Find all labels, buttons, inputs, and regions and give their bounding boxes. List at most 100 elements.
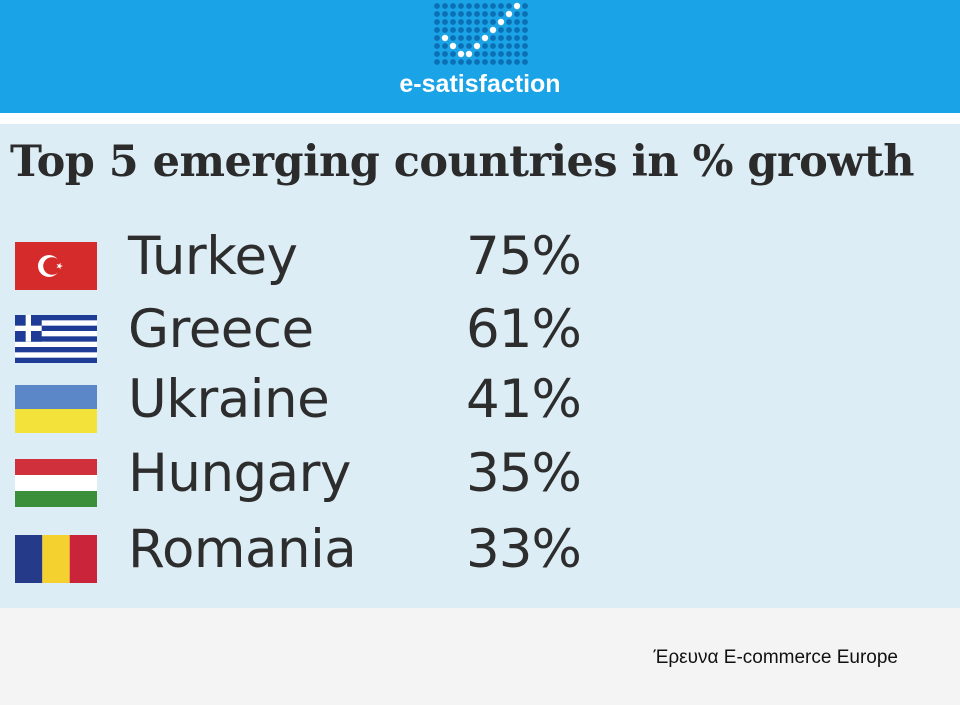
logo-dot — [474, 59, 480, 65]
logo-dot — [458, 43, 464, 49]
logo-dot — [490, 19, 496, 25]
hungary-flag-icon — [15, 459, 97, 507]
logo-dot — [506, 59, 512, 65]
logo-check-dot — [465, 50, 473, 58]
logo-dot — [482, 19, 488, 25]
logo-dot — [474, 35, 480, 41]
logo-dot — [498, 43, 504, 49]
logo-dot — [442, 51, 448, 57]
ukraine-flag-icon — [15, 385, 97, 433]
logo-dot — [442, 11, 448, 17]
logo-dot — [434, 3, 440, 9]
logo-dot — [498, 51, 504, 57]
country-name: Greece — [128, 299, 314, 360]
logo-dot — [514, 27, 520, 33]
logo-dot — [442, 59, 448, 65]
logo-dot — [506, 43, 512, 49]
logo-dot — [458, 3, 464, 9]
country-name: Ukraine — [128, 369, 330, 430]
logo-dot — [458, 35, 464, 41]
logo-dot — [450, 59, 456, 65]
logo-dot — [466, 35, 472, 41]
logo-dot — [442, 19, 448, 25]
turkey-flag-icon — [15, 242, 97, 290]
logo-dot — [490, 51, 496, 57]
dotted-checkmark-icon — [434, 2, 528, 65]
logo-dot — [482, 11, 488, 17]
header-bar: e-satisfaction — [0, 0, 960, 113]
list-item-greece: Greece 61% — [0, 299, 960, 385]
growth-value: 61% — [466, 299, 582, 360]
logo-dot — [474, 51, 480, 57]
list-item-ukraine: Ukraine 41% — [0, 369, 960, 455]
logo-dot — [498, 27, 504, 33]
logo-dot — [514, 35, 520, 41]
footer-caption: Έρευνα E-commerce Europe — [653, 647, 898, 668]
logo-dot — [450, 3, 456, 9]
logo-dot — [514, 51, 520, 57]
logo-dot — [522, 11, 528, 17]
logo-dot — [458, 27, 464, 33]
logo-check-dot — [449, 42, 457, 50]
logo-dot — [506, 19, 512, 25]
growth-value: 75% — [466, 226, 582, 287]
logo-dot — [466, 59, 472, 65]
logo-text: e-satisfaction — [399, 70, 561, 98]
logo-dot — [442, 27, 448, 33]
logo-dot — [490, 43, 496, 49]
logo-dot — [474, 3, 480, 9]
logo-dot — [498, 11, 504, 17]
logo-dot — [466, 27, 472, 33]
logo-dot — [434, 43, 440, 49]
logo-dot — [482, 59, 488, 65]
logo-dot — [498, 35, 504, 41]
romania-flag-icon — [15, 535, 97, 583]
logo-dot — [498, 3, 504, 9]
logo-dot — [498, 59, 504, 65]
growth-value: 33% — [466, 519, 582, 580]
logo-dot — [506, 3, 512, 9]
logo-dot — [514, 43, 520, 49]
list-item-hungary: Hungary 35% — [0, 443, 960, 529]
logo-dot — [450, 51, 456, 57]
logo-dot — [474, 11, 480, 17]
logo-check-dot — [481, 34, 489, 42]
logo-dot — [514, 11, 520, 17]
logo-dot — [458, 11, 464, 17]
logo-dot — [514, 19, 520, 25]
logo-dot — [442, 3, 448, 9]
logo-dot — [506, 27, 512, 33]
page-title: Top 5 emerging countries in % growth — [10, 137, 914, 187]
logo-dot — [490, 3, 496, 9]
logo-check-dot — [497, 18, 505, 26]
logo-dot — [522, 59, 528, 65]
logo-dot — [506, 51, 512, 57]
logo-dot — [450, 27, 456, 33]
growth-value: 41% — [466, 369, 582, 430]
logo-dot — [458, 19, 464, 25]
logo-dot — [482, 43, 488, 49]
logo-dot — [450, 11, 456, 17]
logo-dot — [434, 19, 440, 25]
country-name: Turkey — [128, 226, 298, 287]
logo-dot — [522, 27, 528, 33]
logo-dot — [522, 51, 528, 57]
logo-dot — [522, 35, 528, 41]
logo-dot — [490, 11, 496, 17]
logo-dot — [434, 27, 440, 33]
logo-dot — [450, 19, 456, 25]
country-name: Romania — [128, 519, 357, 580]
list-item-turkey: Turkey 75% — [0, 226, 960, 312]
logo-check-dot — [441, 34, 449, 42]
logo-dot — [474, 27, 480, 33]
logo-dot — [522, 3, 528, 9]
logo-dot — [442, 43, 448, 49]
logo-dot — [458, 59, 464, 65]
logo-dot — [434, 59, 440, 65]
list-item-romania: Romania 33% — [0, 519, 960, 605]
logo-check-dot — [513, 2, 521, 10]
logo-dot — [450, 35, 456, 41]
logo-dot — [482, 3, 488, 9]
logo-dot — [490, 35, 496, 41]
growth-value: 35% — [466, 443, 582, 504]
